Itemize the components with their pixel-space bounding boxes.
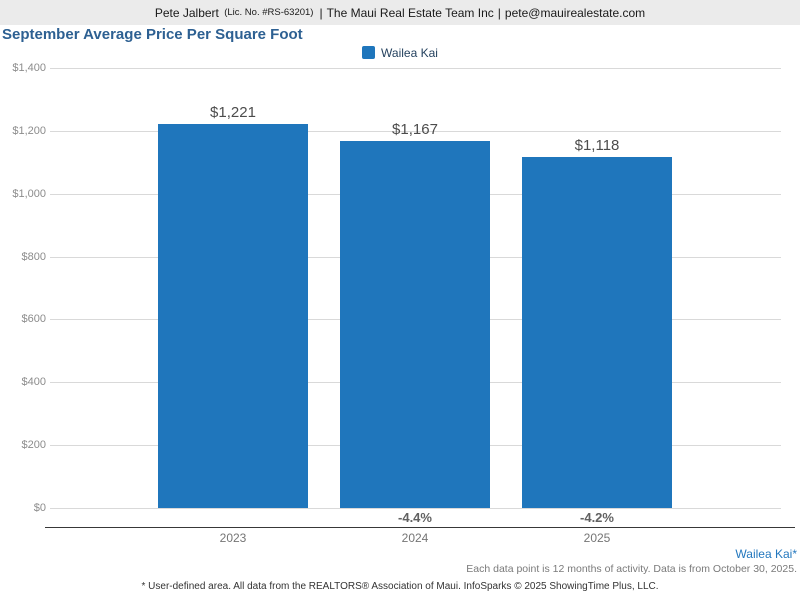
disclaimer: * User-defined area. All data from the R… (141, 581, 659, 592)
legend[interactable]: Wailea Kai (0, 45, 800, 60)
y-axis-tick-label: $400 (21, 376, 46, 388)
header-banner: Pete Jalbert (Lic. No. #RS-63201) | The … (0, 0, 800, 25)
gridline (50, 508, 781, 509)
legend-label: Wailea Kai (381, 45, 438, 60)
chart-title: September Average Price Per Square Foot (2, 26, 303, 43)
y-axis-tick-label: $1,000 (12, 188, 46, 200)
x-axis-line (45, 527, 795, 528)
gridline (50, 131, 781, 132)
bar-2024[interactable] (340, 141, 490, 508)
y-axis-tick-label: $1,200 (12, 125, 46, 137)
y-axis-tick-label: $600 (21, 313, 46, 325)
legend-swatch (362, 46, 376, 59)
x-axis-tick-label: 2025 (583, 531, 611, 545)
bar-value-label: $1,221 (210, 104, 256, 121)
bar-value-label: $1,167 (392, 121, 438, 138)
y-axis-tick-label: $200 (21, 439, 46, 451)
bar-value-label: $1,118 (574, 137, 620, 154)
gridline (50, 68, 781, 69)
company-name: The Maui Real Estate Team Inc (326, 5, 494, 20)
x-axis-tick-label: 2023 (219, 531, 247, 545)
agent-email: pete@mauirealestate.com (504, 5, 646, 20)
pct-change-label: -4.2% (580, 510, 614, 525)
pct-change-label: -4.4% (398, 510, 432, 525)
data-note: Each data point is 12 months of activity… (466, 563, 797, 575)
y-axis-tick-label: $1,400 (12, 62, 46, 74)
agent-name: Pete Jalbert (154, 5, 219, 20)
header-separator: | (497, 5, 501, 20)
series-footnote: Wailea Kai* (735, 547, 797, 561)
header-separator: | (319, 5, 323, 20)
x-axis-tick-label: 2024 (401, 531, 429, 545)
bar-2023[interactable] (158, 124, 308, 508)
bar-2025[interactable] (522, 157, 672, 508)
y-axis-tick-label: $800 (21, 251, 46, 263)
y-axis-tick-label: $0 (33, 502, 46, 514)
agent-license: (Lic. No. #RS-63201) (224, 7, 314, 18)
